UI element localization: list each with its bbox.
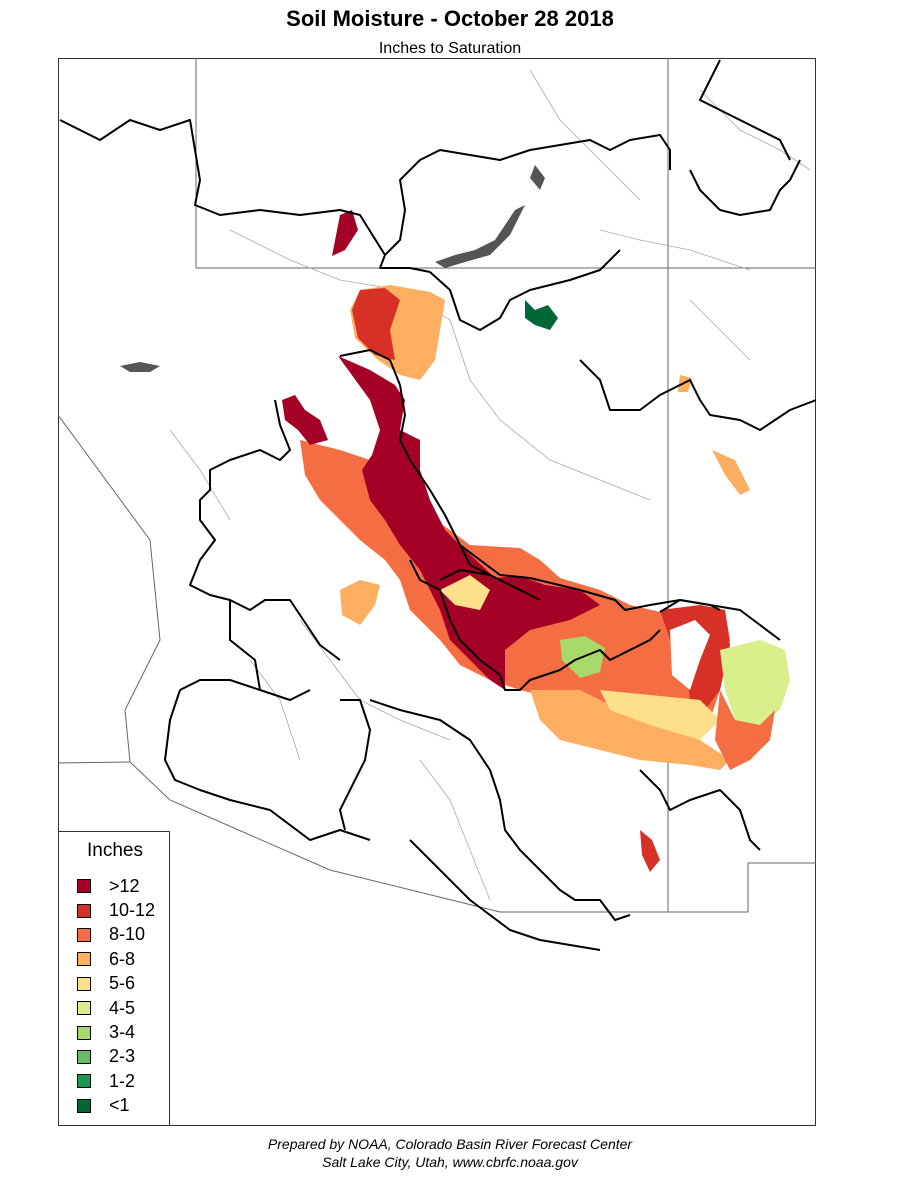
soil-moisture-fill: [282, 210, 790, 872]
legend-list: >12 10-12 8-10 6-8 5-6 4-5 3-4 2-3: [77, 874, 155, 1118]
map-subtitle: Inches to Saturation: [378, 40, 522, 57]
map-title: Soil Moisture - October 28 2018: [286, 6, 614, 31]
legend-swatch: [77, 1025, 91, 1040]
legend-label: 3-4: [109, 1022, 136, 1043]
legend-swatch: [77, 1001, 91, 1016]
credit-line-2: Salt Lake City, Utah, www.cbrfc.noaa.gov: [322, 1154, 578, 1170]
legend-label: <1: [109, 1095, 130, 1116]
state-boundaries: [58, 58, 816, 913]
map-legend: Inches >12 10-12 8-10 6-8 5-6 4-5 3-4: [58, 831, 170, 1126]
credit-line-1: Prepared by NOAA, Colorado Basin River F…: [267, 1136, 633, 1152]
legend-label: 4-5: [109, 997, 136, 1018]
legend-label: 6-8: [109, 948, 136, 969]
legend-item-3-4: 3-4: [77, 1020, 155, 1044]
soil-moisture-map: [58, 58, 816, 1126]
legend-item-4-5: 4-5: [77, 996, 155, 1020]
legend-item-10-12: 10-12: [77, 898, 155, 922]
legend-item-6-8: 6-8: [77, 947, 155, 971]
legend-swatch: [77, 1098, 91, 1113]
legend-item-2-3: 2-3: [77, 1045, 155, 1069]
legend-label: 8-10: [109, 924, 146, 945]
legend-label: 5-6: [109, 973, 136, 994]
legend-item-under-1: <1: [77, 1094, 155, 1118]
legend-swatch: [77, 976, 91, 991]
legend-item-over-12: >12: [77, 874, 155, 898]
basin-boundaries: [59, 59, 816, 951]
legend-swatch: [77, 879, 91, 894]
legend-swatch: [77, 1049, 91, 1064]
legend-item-8-10: 8-10: [77, 923, 155, 947]
legend-item-1-2: 1-2: [77, 1069, 155, 1093]
legend-swatch: [77, 1074, 91, 1089]
legend-label: 1-2: [109, 1070, 136, 1091]
legend-swatch: [77, 927, 91, 942]
legend-label: 2-3: [109, 1046, 136, 1067]
legend-item-5-6: 5-6: [77, 972, 155, 996]
legend-swatch: [77, 952, 91, 967]
legend-label: >12: [109, 875, 140, 896]
legend-label: 10-12: [109, 900, 156, 921]
legend-swatch: [77, 903, 91, 918]
legend-title: Inches: [87, 840, 143, 861]
